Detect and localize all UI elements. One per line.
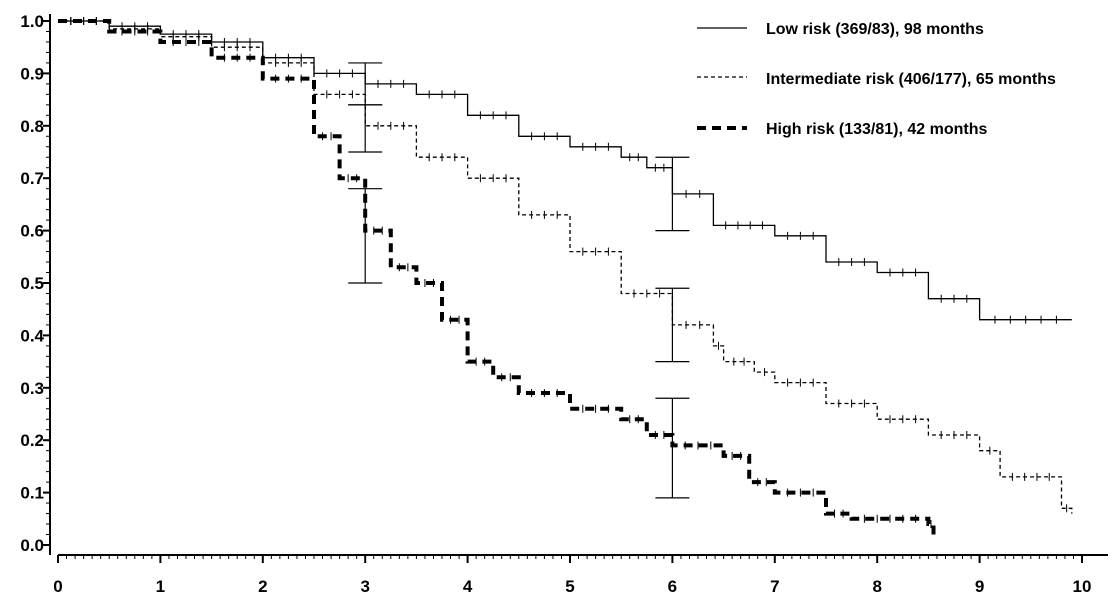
x-tick-label: 4 <box>463 577 473 596</box>
y-tick-label: 1.0 <box>20 12 44 31</box>
axes: 0 1 2 3 4 5 6 7 8 9 10 0.0 0.1 0.2 0.3 0.4 0.5 0.6 0.7 0.8… <box>20 12 1108 596</box>
y-tick-label: 0.2 <box>20 431 44 450</box>
y-tick-label: 0.9 <box>20 64 44 83</box>
x-tick-label: 9 <box>975 577 984 596</box>
confidence-bars <box>348 62 690 499</box>
x-tick-label: 5 <box>565 577 574 596</box>
y-axis-ticks: 0.0 0.1 0.2 0.3 0.4 0.5 0.6 0.7 0.8 0.9 1.0 <box>20 12 50 555</box>
y-tick-label: 0.1 <box>20 484 44 503</box>
y-tick-label: 0.7 <box>20 169 44 188</box>
y-tick-label: 0.3 <box>20 379 44 398</box>
y-tick-label: 0.4 <box>20 326 44 345</box>
y-tick-label: 0.6 <box>20 222 44 241</box>
x-tick-label: 10 <box>1073 577 1092 596</box>
legend: Low risk (369/83), 98 months Intermediat… <box>697 21 1056 138</box>
y-tick-label: 0.8 <box>20 117 44 136</box>
x-tick-label: 2 <box>258 577 267 596</box>
x-tick-label: 1 <box>156 577 165 596</box>
legend-label-high-risk: High risk (133/81), 42 months <box>766 121 988 138</box>
legend-label-low-risk: Low risk (369/83), 98 months <box>766 21 984 38</box>
x-tick-label: 0 <box>53 577 62 596</box>
legend-label-intermediate-risk: Intermediate risk (406/177), 65 months <box>766 71 1056 88</box>
y-tick-label: 0.5 <box>20 274 44 293</box>
curve-intermediate-risk <box>58 20 1073 514</box>
y-tick-label: 0.0 <box>20 536 44 555</box>
x-tick-label: 8 <box>872 577 881 596</box>
x-axis-ticks: 0 1 2 3 4 5 6 7 8 9 10 <box>53 555 1091 596</box>
x-tick-label: 3 <box>360 577 369 596</box>
x-tick-label: 6 <box>668 577 677 596</box>
x-tick-label: 7 <box>770 577 779 596</box>
curve-high-risk <box>58 19 936 535</box>
survival-curves <box>58 17 1073 535</box>
curve-low-risk <box>58 20 1072 321</box>
